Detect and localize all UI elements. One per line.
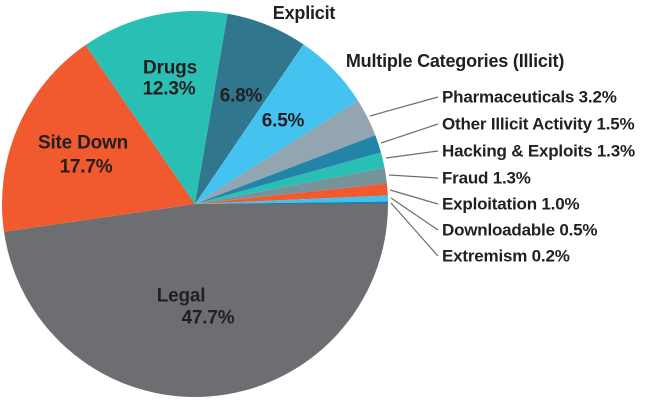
leader-line-extremism: [390, 202, 439, 257]
slice-label-explicit: Explicit: [272, 3, 336, 23]
legend-label-other-illicit-activity: Other Illicit Activity 1.5%: [442, 114, 635, 134]
legend-label-extremism: Extremism 0.2%: [442, 248, 570, 265]
slice-label-drugs: Drugs: [143, 57, 197, 79]
pie-slice-drugs: [85, 11, 228, 205]
leader-line-downloadable: [390, 197, 439, 231]
slice-value-explicit: 6.8%: [219, 85, 263, 107]
legend-pct: 1.5%: [596, 114, 635, 134]
legend-label-hacking-exploits: Hacking & Exploits 1.3%: [442, 143, 635, 160]
legend-pct: 0.5%: [559, 220, 598, 240]
legend-label-pharmaceuticals: Pharmaceuticals 3.2%: [442, 89, 617, 106]
leader-line-fraud: [388, 174, 439, 179]
legend-pct: 3.2%: [578, 87, 617, 107]
legend-label-fraud: Fraud 1.3%: [442, 170, 531, 187]
pie-slice-site-down: [1, 45, 195, 232]
legend-label-downloadable: Downloadable 0.5%: [442, 220, 598, 240]
pie-slice-extremism: [195, 201, 388, 204]
pie-slice-multiple-categories-illicit: [195, 44, 358, 205]
pie-slice-downloadable: [195, 195, 388, 204]
pie-slices-group: [1, 11, 388, 398]
pie-slice-explicit: [195, 13, 304, 204]
leader-line-other-illicit-activity: [380, 123, 439, 144]
leader-line-hacking-exploits: [385, 150, 439, 159]
slice-value-drugs: 12.3%: [142, 78, 196, 100]
legend-text: Fraud: [442, 168, 489, 188]
pie-slice-hacking-exploits: [195, 152, 385, 204]
legend-label-exploitation: Exploitation 1.0%: [442, 194, 580, 214]
slice-label-legal: Legal: [156, 285, 206, 307]
slice-value-multiple-categories: 6.5%: [261, 110, 305, 132]
slice-value-legal: 47.7%: [181, 307, 235, 329]
legend-text: Pharmaceuticals: [442, 87, 575, 107]
pie-slice-other-illicit-activity: [195, 135, 381, 204]
leader-line-exploitation: [389, 189, 439, 205]
legend-pct: 0.2%: [531, 246, 570, 266]
leader-lines-group: [369, 96, 439, 257]
legend-pct: 1.0%: [541, 194, 580, 214]
slice-label-site-down: Site Down: [37, 132, 129, 154]
legend-pct: 1.3%: [596, 141, 635, 161]
slice-label-explicit-text: Explicit: [272, 3, 336, 23]
pie-slice-pharmaceuticals: [195, 100, 376, 204]
slice-label-multiple-categories: Multiple Categories (Illicit): [346, 52, 564, 70]
pie-slice-fraud: [195, 167, 387, 204]
leader-line-pharmaceuticals: [369, 96, 439, 117]
slice-value-site-down: 17.7%: [59, 156, 113, 178]
pie-slice-exploitation: [195, 183, 388, 204]
slice-label-multiple-categories-text: Multiple Categories (Illicit): [345, 51, 565, 71]
legend-text: Extremism: [442, 246, 528, 266]
legend-pct: 1.3%: [492, 168, 531, 188]
legend-text: Other Illicit Activity: [442, 114, 592, 134]
pie-slice-legal: [4, 204, 388, 398]
legend-text: Exploitation: [442, 194, 537, 214]
legend-text: Hacking & Exploits: [442, 141, 593, 161]
legend-text: Downloadable: [442, 220, 555, 240]
